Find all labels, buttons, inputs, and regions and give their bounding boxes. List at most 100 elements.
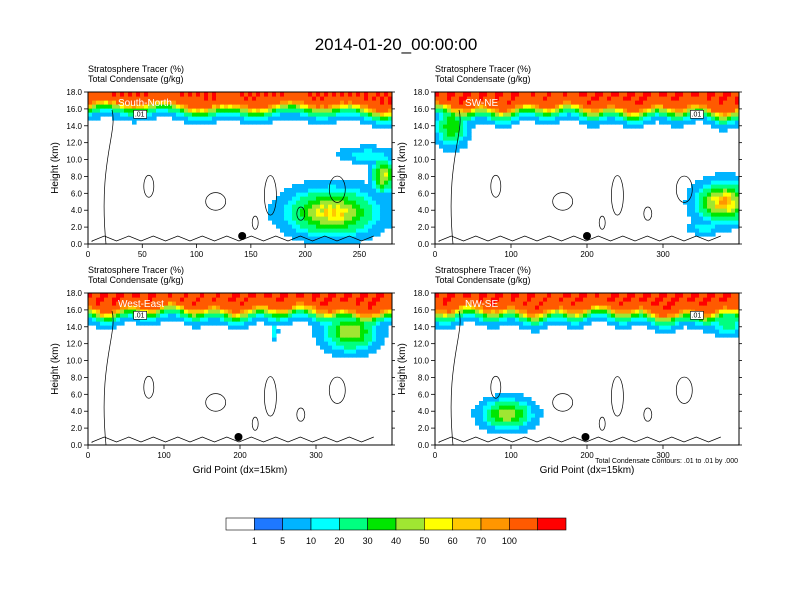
y-tick-label: 12.0 [413, 340, 429, 349]
y-tick-label: 14.0 [413, 122, 429, 131]
y-tick-label: 8.0 [418, 373, 430, 382]
y-tick-label: 18.0 [66, 88, 82, 97]
y-axis-label: Height (km) [50, 343, 61, 395]
panel-sw-ne: 0.0 2.0 4.0 6.0 8.0 10.0 12.0 14.0 16.0 18.0 0 100 2… [397, 64, 742, 259]
contour-label: .01 [135, 312, 145, 319]
y-tick-label: 12.0 [413, 139, 429, 148]
panel-nw-se: 0.0 2.0 4.0 6.0 8.0 10.0 12.0 14.0 16.0 18.0 0 100 2… [397, 265, 742, 476]
x-tick-label: 100 [190, 250, 204, 259]
colorbar-label: 5 [280, 536, 285, 546]
panel-west-east: 0.0 2.0 4.0 6.0 8.0 10.0 12.0 14.0 16.0 18.0 0 100 2… [50, 265, 395, 476]
colorbar-swatch [367, 517, 397, 531]
y-tick-label: 0.0 [418, 240, 430, 249]
x-tick-label: 200 [298, 250, 312, 259]
x-axis-label: Grid Point (dx=15km) [540, 465, 635, 476]
y-tick-label: 2.0 [418, 424, 430, 433]
colorbar-label: 10 [306, 536, 316, 546]
y-tick-label: 0.0 [418, 441, 430, 450]
location-marker [238, 232, 247, 240]
x-tick-label: 300 [656, 451, 670, 460]
y-tick-label: 2.0 [418, 223, 430, 232]
colorbar-swatch [282, 517, 312, 531]
x-tick-label: 200 [580, 250, 594, 259]
y-tick-label: 18.0 [413, 289, 429, 298]
header-condensate: Total Condensate (g/kg) [88, 275, 184, 285]
panel-label: SW-NE [465, 98, 498, 109]
header-tracer: Stratosphere Tracer (%) [435, 64, 531, 74]
colorbar-swatch [537, 517, 567, 531]
colorbar-label: 60 [448, 536, 458, 546]
panel-label: NW-SE [465, 299, 498, 310]
colorbar-label: 70 [476, 536, 486, 546]
x-tick-label: 0 [433, 451, 438, 460]
header-tracer: Stratosphere Tracer (%) [435, 265, 531, 275]
y-tick-label: 4.0 [71, 407, 83, 416]
y-tick-label: 10.0 [413, 357, 429, 366]
x-tick-label: 100 [504, 451, 518, 460]
y-tick-label: 2.0 [71, 424, 83, 433]
y-tick-label: 16.0 [66, 105, 82, 114]
tracer-field [435, 92, 739, 244]
location-marker [581, 433, 590, 441]
condensate-contours [438, 310, 721, 445]
y-tick-label: 12.0 [66, 340, 82, 349]
y-tick-label: 4.0 [418, 206, 430, 215]
location-marker [583, 232, 591, 240]
colorbar-label: 50 [419, 536, 429, 546]
x-tick-label: 300 [656, 250, 670, 259]
y-tick-label: 12.0 [66, 139, 82, 148]
colorbar: 1 5 10 20 30 40 50 60 70 100 [225, 517, 567, 546]
main-title: 2014-01-20_00:00:00 [315, 35, 478, 54]
condensate-contours [91, 109, 374, 244]
panel-south-north: 0.0 2.0 4.0 6.0 8.0 10.0 12.0 14.0 16.0 18.0 0 50 10… [50, 64, 395, 259]
condensate-contours [91, 310, 374, 445]
y-axis-label: Height (km) [50, 142, 61, 194]
x-tick-label: 150 [244, 250, 258, 259]
plot-frame [87, 91, 393, 245]
y-tick-label: 14.0 [66, 122, 82, 131]
y-tick-label: 18.0 [66, 289, 82, 298]
header-tracer: Stratosphere Tracer (%) [88, 265, 184, 275]
colorbar-swatch [310, 517, 340, 531]
colorbar-label: 40 [391, 536, 401, 546]
x-tick-label: 100 [157, 451, 171, 460]
panel-label: South-North [118, 98, 172, 109]
colorbar-swatch [509, 517, 538, 531]
y-tick-label: 8.0 [71, 373, 83, 382]
location-marker [234, 433, 243, 441]
y-tick-label: 6.0 [418, 390, 430, 399]
y-tick-label: 6.0 [71, 390, 83, 399]
x-tick-label: 250 [353, 250, 367, 259]
colorbar-label: 1 [252, 536, 257, 546]
y-tick-label: 6.0 [418, 189, 430, 198]
colorbar-label: 30 [363, 536, 373, 546]
y-tick-label: 16.0 [66, 306, 82, 315]
x-tick-label: 0 [86, 451, 91, 460]
panel-label: West-East [118, 299, 164, 310]
header-condensate: Total Condensate (g/kg) [435, 275, 531, 285]
colorbar-swatch [395, 517, 425, 531]
y-tick-label: 4.0 [418, 407, 430, 416]
colorbar-swatch [254, 517, 283, 531]
y-axis-label: Height (km) [397, 343, 408, 395]
condensate-contours [438, 109, 721, 244]
colorbar-label: 100 [502, 536, 517, 546]
colorbar-label: 20 [334, 536, 344, 546]
y-tick-label: 14.0 [413, 323, 429, 332]
y-axis-label: Height (km) [397, 142, 408, 194]
colorbar-swatch [225, 517, 255, 531]
y-tick-label: 10.0 [413, 156, 429, 165]
x-tick-label: 200 [580, 451, 594, 460]
y-tick-label: 0.0 [71, 441, 83, 450]
contour-label: .01 [692, 111, 702, 118]
y-tick-label: 18.0 [413, 88, 429, 97]
colorbar-swatch [339, 517, 368, 531]
y-tick-label: 8.0 [418, 172, 430, 181]
contour-label: .01 [135, 111, 145, 118]
header-tracer: Stratosphere Tracer (%) [88, 64, 184, 74]
x-tick-label: 50 [138, 250, 147, 259]
x-tick-label: 200 [233, 451, 247, 460]
colorbar-swatch [480, 517, 510, 531]
y-tick-label: 4.0 [71, 206, 83, 215]
